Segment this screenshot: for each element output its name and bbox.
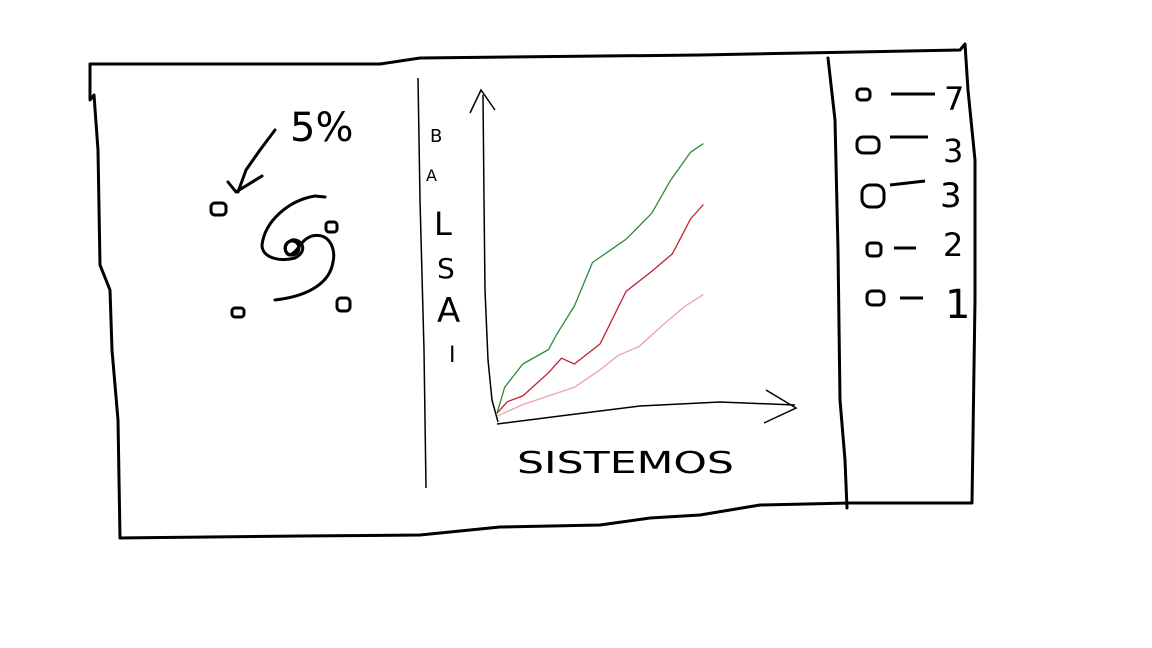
node-square-2 bbox=[324, 220, 339, 234]
ylabel-letter-4: S bbox=[437, 252, 455, 285]
legend-marker-2 bbox=[855, 135, 881, 155]
spiral-center bbox=[283, 239, 301, 257]
legend-item-2: 3 bbox=[855, 132, 963, 170]
left-divider bbox=[417, 77, 427, 489]
ylabel-letter-3: L bbox=[434, 205, 452, 243]
legend-value-1: 7 bbox=[944, 80, 964, 118]
legend-value-5: 1 bbox=[945, 282, 970, 328]
legend-marker-5 bbox=[865, 289, 886, 307]
y-axis bbox=[482, 94, 499, 423]
legend-item-5: 1 bbox=[865, 282, 970, 328]
percent-label: 5% bbox=[290, 105, 353, 151]
series-layer bbox=[496, 143, 704, 417]
series-line-2 bbox=[496, 204, 704, 414]
xlabel: SISTEMOS bbox=[517, 446, 734, 481]
ylabel-letter-1: B bbox=[430, 126, 442, 147]
legend-item-1: 7 bbox=[855, 80, 964, 118]
legend-value-3: 3 bbox=[940, 176, 962, 216]
pointer-arrow bbox=[226, 128, 277, 194]
legend-value-2: 3 bbox=[943, 132, 963, 170]
legend-item-4: 2 bbox=[865, 226, 963, 264]
spiral-diagram: 5% bbox=[209, 105, 353, 319]
right-divider bbox=[826, 56, 849, 510]
outer-frame bbox=[88, 42, 977, 540]
series-line-1 bbox=[496, 143, 704, 414]
x-axis-arrow bbox=[763, 389, 798, 424]
series-line-3 bbox=[496, 293, 704, 417]
node-square-4 bbox=[335, 296, 352, 313]
node-square-3 bbox=[230, 306, 246, 319]
ylabel-letter-6: I bbox=[449, 343, 456, 368]
legend-value-4: 2 bbox=[943, 226, 963, 264]
x-axis bbox=[496, 401, 796, 425]
legend-marker-1 bbox=[855, 87, 872, 102]
legend-item-3: 3 bbox=[860, 176, 962, 216]
y-axis-arrow bbox=[469, 88, 496, 114]
line-chart: B A L S A I SISTEMOS bbox=[426, 88, 798, 481]
ylabel-letter-5: A bbox=[437, 291, 460, 331]
legend-marker-4 bbox=[865, 241, 883, 258]
ylabel-letter-2: A bbox=[426, 166, 437, 185]
legend-dash-3 bbox=[889, 179, 926, 187]
legend-marker-3 bbox=[860, 183, 886, 209]
legend: 7 3 3 2 1 bbox=[855, 80, 970, 328]
node-square-1 bbox=[209, 201, 228, 217]
